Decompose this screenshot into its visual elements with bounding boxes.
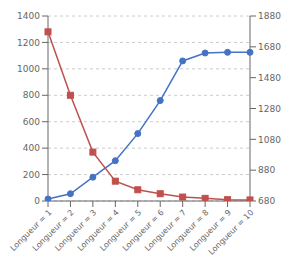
svg-text:680: 680 [258, 196, 275, 206]
svg-text:400: 400 [23, 143, 40, 153]
svg-text:1080: 1080 [258, 135, 281, 145]
svg-text:Longueur = 8: Longueur = 8 [165, 208, 211, 253]
svg-text:Longueur = 10: Longueur = 10 [207, 208, 256, 257]
svg-text:Longueur = 3: Longueur = 3 [53, 208, 99, 253]
svg-text:Longueur = 9: Longueur = 9 [188, 208, 233, 253]
svg-text:Longueur = 5: Longueur = 5 [98, 208, 144, 253]
svg-text:1200: 1200 [17, 38, 40, 48]
svg-text:1880: 1880 [258, 11, 281, 21]
svg-text:0: 0 [34, 196, 40, 206]
svg-text:600: 600 [23, 117, 40, 127]
svg-text:880: 880 [258, 165, 275, 175]
svg-text:Longueur = 7: Longueur = 7 [143, 208, 189, 253]
svg-text:1400: 1400 [17, 11, 40, 21]
svg-text:200: 200 [23, 170, 40, 180]
svg-text:Longueur = 2: Longueur = 2 [30, 208, 76, 253]
svg-text:Longueur = 1: Longueur = 1 [8, 208, 54, 253]
svg-text:Longueur = 4: Longueur = 4 [75, 208, 121, 253]
svg-text:800: 800 [23, 90, 40, 100]
svg-text:1280: 1280 [258, 104, 281, 114]
svg-text:Longueur = 6: Longueur = 6 [120, 208, 166, 253]
svg-text:1480: 1480 [258, 73, 281, 83]
svg-text:1680: 1680 [258, 42, 281, 52]
svg-text:1000: 1000 [17, 64, 40, 74]
